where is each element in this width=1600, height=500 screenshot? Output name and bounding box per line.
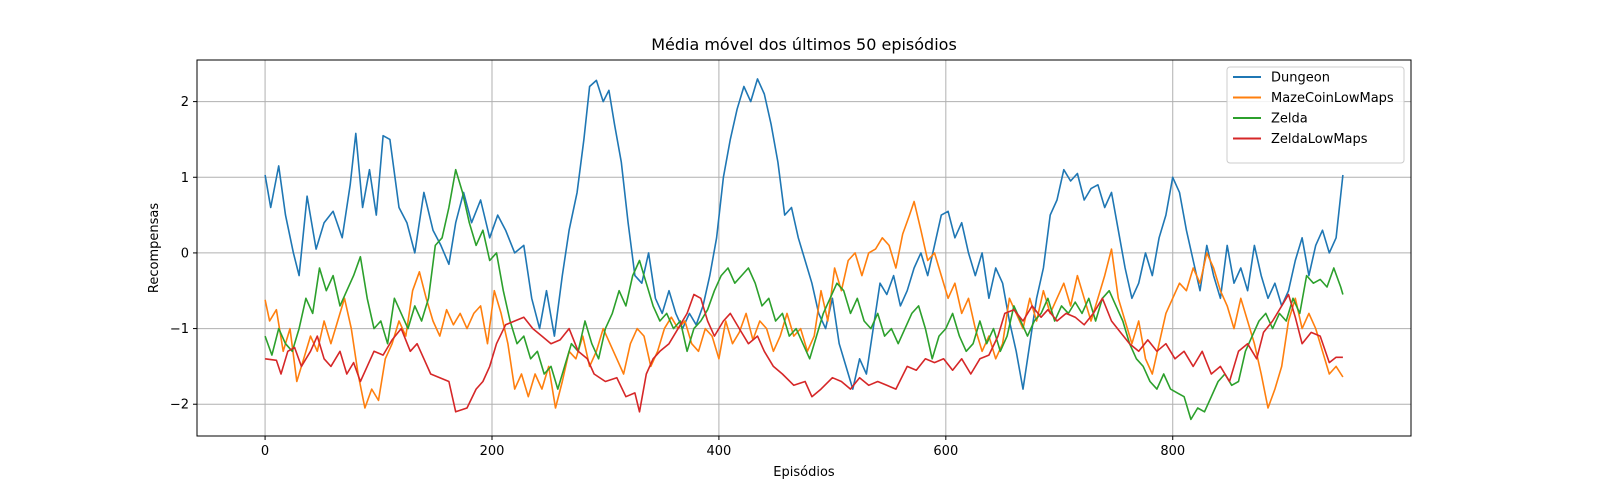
legend-label: Zelda [1271, 112, 1308, 127]
x-tick-label: 600 [933, 444, 958, 459]
legend-label: MazeCoinLowMaps [1271, 91, 1394, 106]
y-tick-label: 1 [181, 171, 189, 186]
series-line-zeldalowmaps [264, 293, 1343, 413]
x-tick-label: 800 [1160, 444, 1185, 459]
series-line-dungeon [264, 78, 1344, 390]
series-line-zelda [264, 168, 1344, 421]
y-tick-label: −1 [170, 322, 189, 337]
legend: Dungeon MazeCoinLowMaps Zelda ZeldaLowMaps [1226, 66, 1405, 164]
x-tick-label: 200 [480, 444, 505, 459]
y-tick-label: 0 [181, 246, 189, 261]
x-axis-label: Episódios [773, 465, 835, 480]
chart-title: Média móvel dos últimos 50 episódios [651, 35, 957, 54]
plot-frame [196, 59, 1412, 437]
x-tick-label: 400 [706, 444, 731, 459]
legend-label: Dungeon [1271, 71, 1330, 86]
y-axis-label: Recompensas [147, 203, 162, 293]
legend-box [1226, 66, 1405, 164]
y-tick-label: 2 [181, 95, 189, 110]
series-lines [264, 78, 1344, 421]
legend-label: ZeldaLowMaps [1271, 132, 1368, 147]
y-tick-label: −2 [170, 398, 189, 413]
series-line-mazecoinlowmaps [264, 200, 1344, 409]
x-tick-label: 0 [261, 444, 269, 459]
axis-ticks: 0 200 400 600 800 −2 −1 0 1 2 [170, 95, 1185, 459]
